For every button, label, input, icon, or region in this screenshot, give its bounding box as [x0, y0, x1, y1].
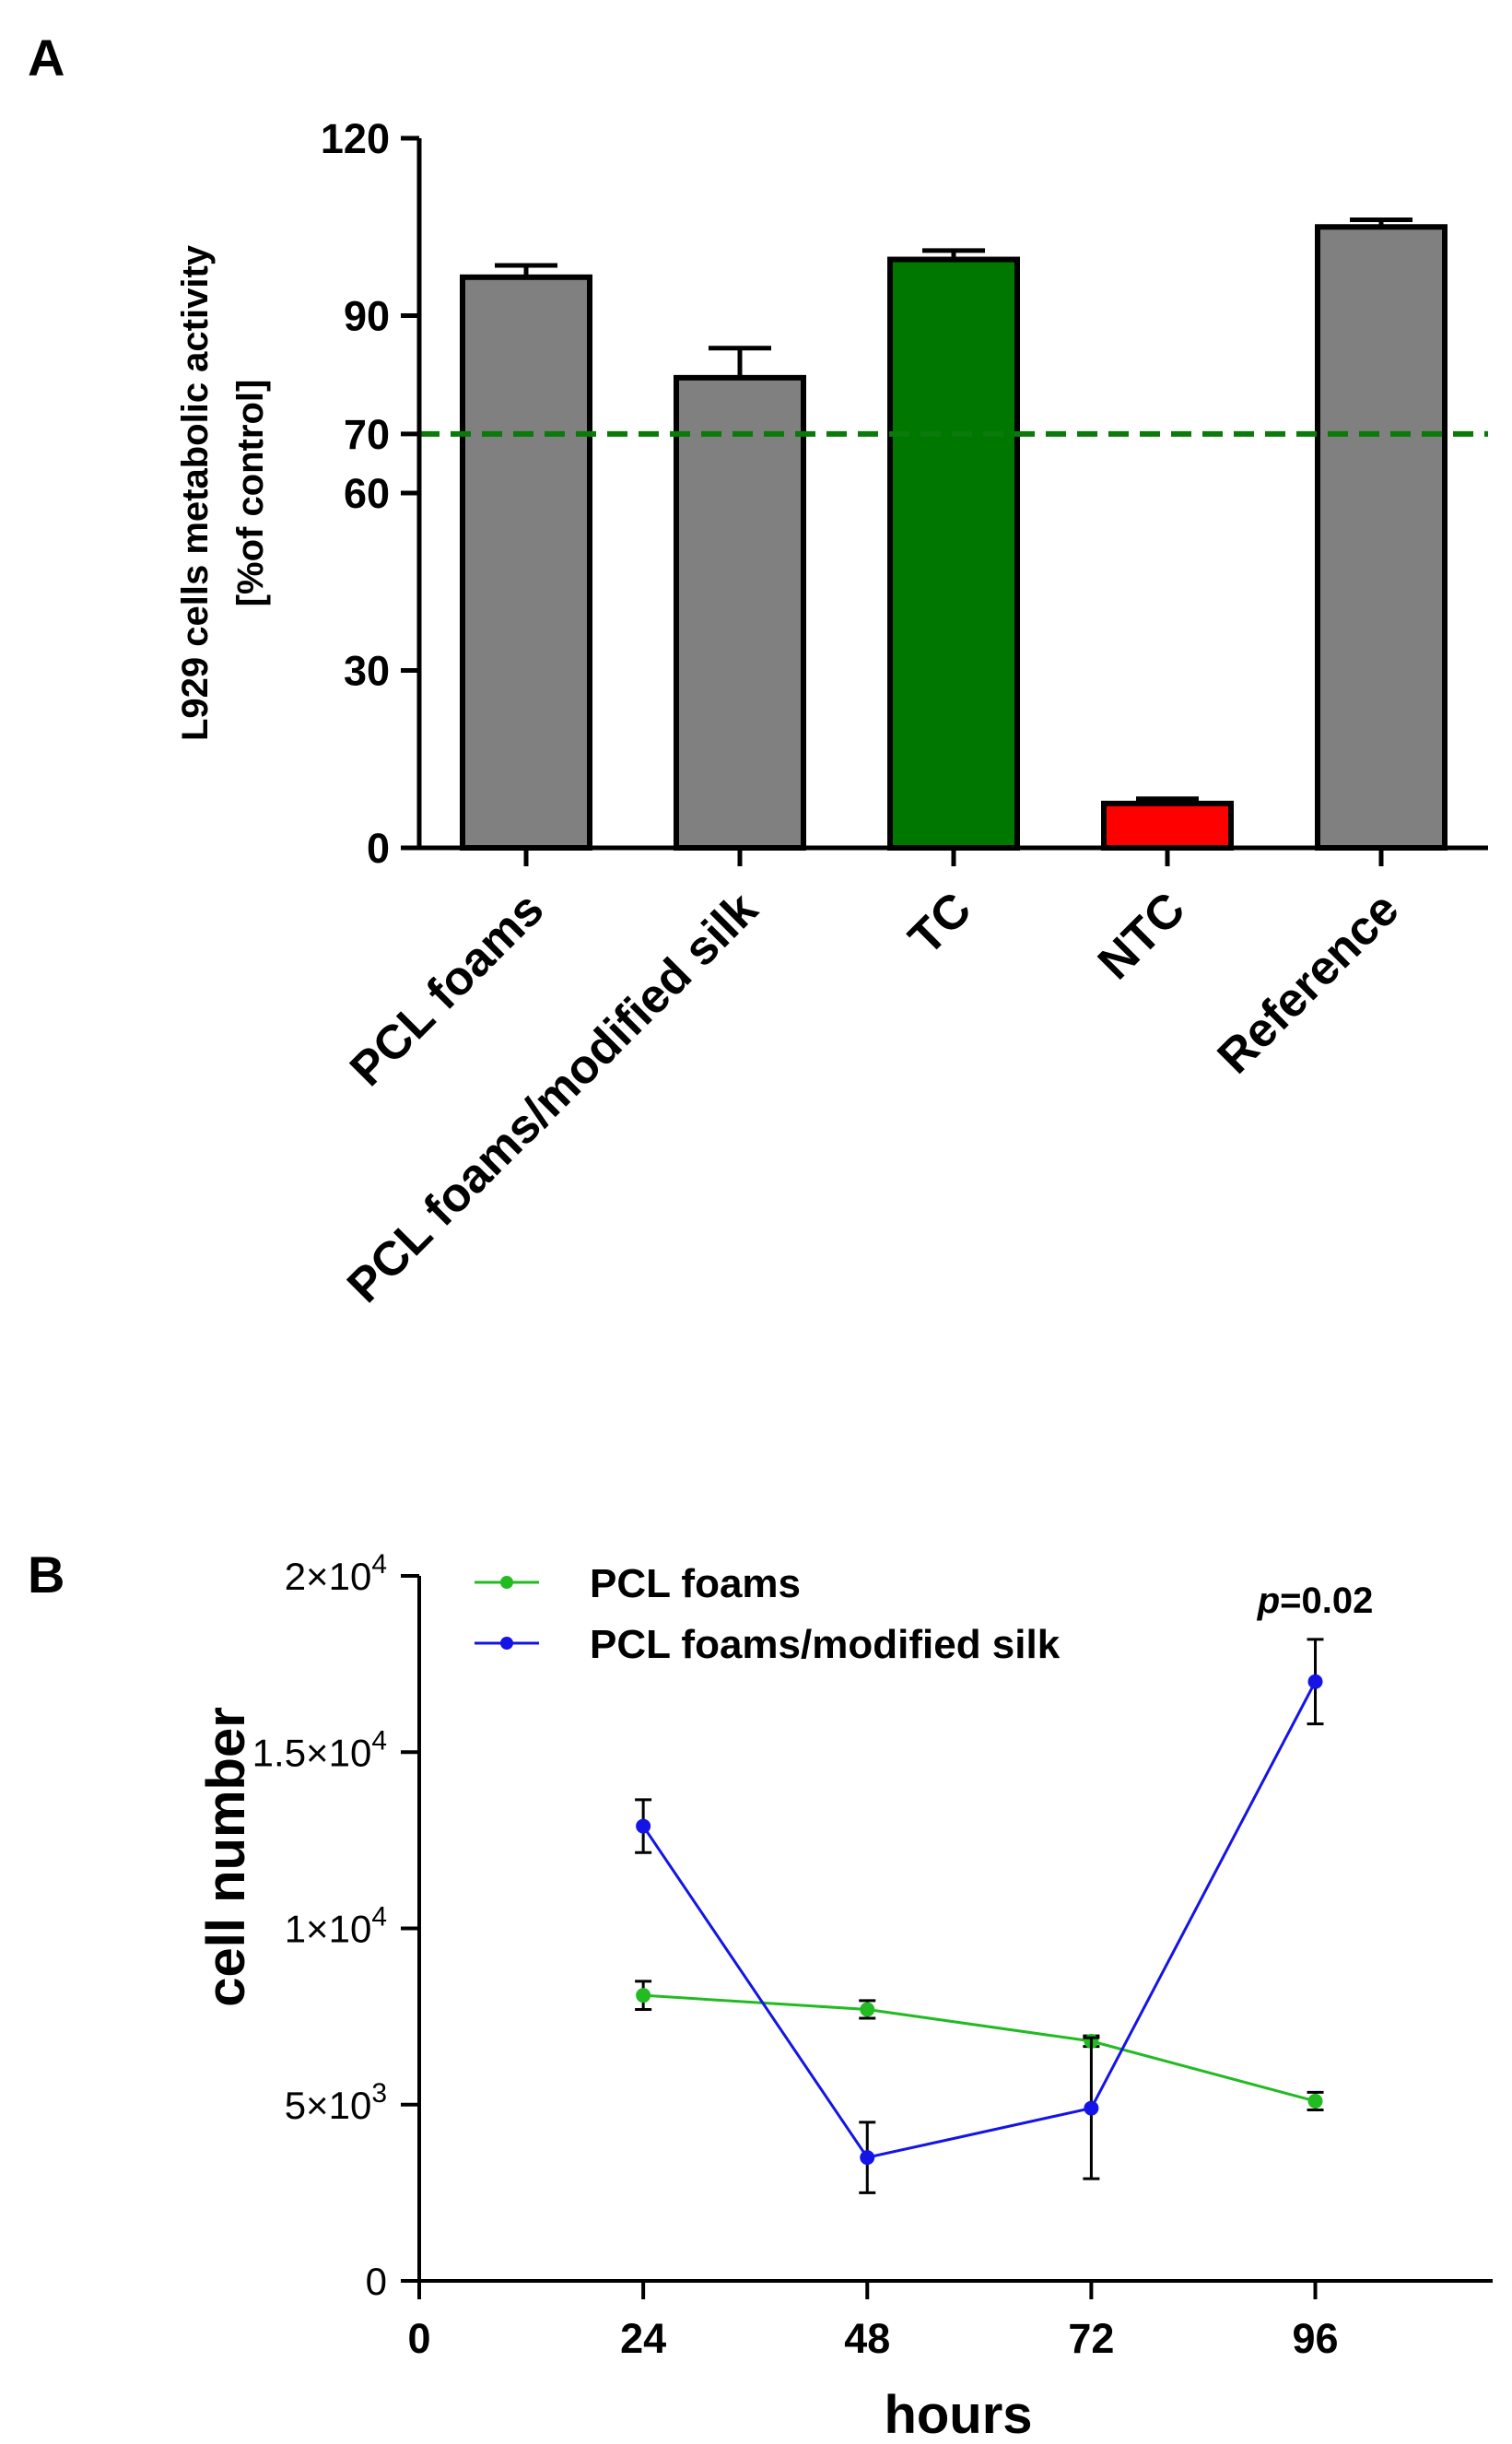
point-pcl-foams-modified-silk-48	[860, 2150, 875, 2166]
x-tick-label-ntc: NTC	[1088, 882, 1196, 990]
bar-ntc	[1101, 800, 1234, 851]
y-tick-label-70: 70	[344, 411, 390, 458]
y-tick-label-90: 90	[344, 293, 390, 340]
legend-marker-pcl-foams-modified-silk	[500, 1637, 513, 1650]
point-pcl-foams-96	[1307, 2093, 1323, 2109]
legend-label-pcl-foams: PCL foams	[590, 1561, 801, 1606]
b-y-tick-base-5000: 5×10	[285, 2084, 372, 2127]
x-tick-label-reference: Reference	[1208, 882, 1410, 1084]
panel-b-letter: B	[28, 1545, 64, 1604]
bar-pcl-foams-modified-silk	[674, 374, 806, 851]
panel-a-bars	[460, 224, 1448, 851]
b-x-tick-label-96: 96	[1292, 2315, 1338, 2362]
b-y-tick-exponent-20000: 4	[371, 1549, 387, 1580]
b-x-tick-label-24: 24	[620, 2315, 666, 2362]
y-tick-label-120: 120	[321, 115, 390, 162]
panel-a-y-ticks: 0 30 60 70 90 120	[321, 115, 419, 872]
b-y-tick-base-10000: 1×10	[285, 1908, 372, 1951]
panel-a-y-axis-title-line2: [%of control]	[230, 380, 271, 607]
y-tick-label-60: 60	[344, 470, 390, 517]
b-y-tick-label-15000: 1.5×104	[252, 1725, 387, 1774]
panel-a-bar-chart: A L929 cells metabolic activity [%of con…	[28, 29, 1488, 1313]
b-y-tick-exponent-5000: 3	[371, 2078, 387, 2109]
panel-b-legend: PCL foams PCL foams/modified silk	[475, 1561, 1061, 1667]
panel-b-line-chart: B cell number hours PCL foams PCL foams/…	[28, 1545, 1493, 2444]
panel-a-y-axis-title: L929 cells metabolic activity	[175, 244, 216, 741]
y-tick-label-30: 30	[344, 648, 390, 695]
panel-b-y-axis-title: cell number	[196, 1707, 256, 2007]
b-y-tick-label-0: 0	[366, 2260, 387, 2303]
b-y-tick-label-10000: 1×104	[285, 1902, 387, 1951]
b-y-tick-exponent-10000: 4	[371, 1902, 387, 1933]
b-y-tick-base-0: 0	[366, 2260, 387, 2303]
b-y-tick-label-5000: 5×103	[285, 2078, 387, 2127]
p-value-annotation: p=0.02	[1257, 1580, 1374, 1621]
x-tick-label-pcl-foams-modified-silk: PCL foams/modified silk	[337, 882, 768, 1312]
x-tick-label-pcl-foams: PCL foams	[340, 882, 554, 1096]
legend-marker-pcl-foams	[500, 1576, 513, 1589]
panel-b-x-ticks: 0 24 48 72 96	[407, 2281, 1339, 2362]
p-value-text: =0.02	[1280, 1580, 1373, 1621]
p-value-italic: p	[1257, 1580, 1280, 1621]
point-pcl-foams-48	[860, 2002, 875, 2017]
b-y-tick-exponent-15000: 4	[371, 1725, 387, 1756]
point-pcl-foams-24	[636, 1988, 651, 2003]
y-tick-label-0: 0	[367, 825, 390, 872]
series-line-pcl-foams	[643, 1993, 1316, 2103]
b-y-tick-base-15000: 1.5×10	[252, 1731, 372, 1774]
x-tick-label-tc: TC	[898, 882, 981, 965]
panel-b-x-axis-title: hours	[884, 2385, 1032, 2444]
point-pcl-foams-modified-silk-24	[636, 1818, 651, 1834]
bar-pcl-foams	[460, 274, 592, 851]
series-line-pcl-foams-modified-silk	[641, 1681, 1317, 2159]
b-y-tick-base-20000: 2×10	[285, 1555, 372, 1598]
b-x-tick-label-72: 72	[1068, 2315, 1114, 2362]
panel-a-error-bars	[495, 217, 1412, 804]
legend-label-pcl-foams-modified-silk: PCL foams/modified silk	[590, 1622, 1061, 1667]
b-x-tick-label-0: 0	[407, 2315, 430, 2362]
b-x-tick-label-48: 48	[844, 2315, 890, 2362]
b-y-tick-label-20000: 2×104	[285, 1549, 387, 1598]
panel-a-letter: A	[28, 29, 64, 87]
bar-reference	[1315, 224, 1448, 851]
point-pcl-foams-modified-silk-72	[1084, 2100, 1099, 2116]
bar-tc	[887, 256, 1020, 851]
point-pcl-foams-modified-silk-96	[1307, 1674, 1323, 1689]
panel-b-axes	[417, 1576, 1493, 2283]
panel-b-series	[635, 1638, 1324, 2194]
